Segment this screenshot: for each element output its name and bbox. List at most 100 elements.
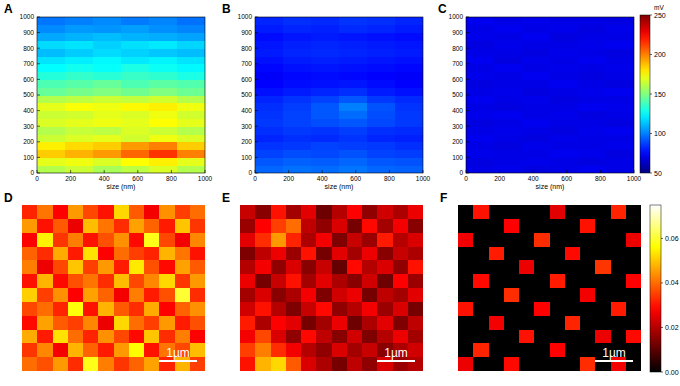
- plot-frame: [37, 17, 205, 173]
- cell: [578, 64, 607, 72]
- cell: [255, 126, 284, 134]
- cell: [159, 219, 175, 233]
- cell: [301, 330, 317, 344]
- cell: [93, 48, 122, 56]
- cell: [393, 330, 409, 344]
- cell: [466, 150, 495, 158]
- cell: [271, 357, 287, 371]
- cell: [550, 274, 566, 288]
- cell: [283, 25, 312, 33]
- cell: [37, 330, 53, 344]
- x-tick: [423, 170, 424, 173]
- x-tick-label: 600: [561, 175, 572, 182]
- cell: [494, 33, 523, 41]
- cell: [98, 247, 114, 261]
- cell: [395, 95, 423, 103]
- colorbar-tick-label: 150: [654, 91, 666, 98]
- cell: [271, 330, 287, 344]
- cell: [550, 330, 566, 344]
- cell: [301, 219, 317, 233]
- cell: [286, 233, 302, 247]
- cell: [190, 330, 205, 344]
- cell: [504, 233, 520, 247]
- cell: [37, 33, 66, 41]
- cell: [37, 79, 66, 87]
- cell: [466, 103, 495, 111]
- cell: [175, 316, 191, 330]
- cell: [149, 17, 178, 25]
- cell: [339, 103, 368, 111]
- colorbar-tick: [661, 327, 663, 328]
- x-axis-label: size (nm): [325, 183, 354, 191]
- cell: [347, 205, 363, 219]
- colorbar-tick-label: 0.06: [665, 235, 679, 242]
- cell: [37, 25, 66, 33]
- panel-4: E1µm: [222, 191, 424, 372]
- y-tick-label: 500: [452, 91, 463, 98]
- cell: [534, 288, 550, 302]
- cell: [494, 48, 523, 56]
- cell: [504, 343, 520, 357]
- cell: [504, 219, 520, 233]
- cell: [595, 302, 611, 316]
- y-tick: [255, 157, 258, 158]
- cell: [149, 40, 178, 48]
- cell: [83, 233, 99, 247]
- cell: [286, 316, 302, 330]
- cell: [522, 79, 551, 87]
- y-tick-label: 500: [23, 91, 34, 98]
- cell: [367, 79, 396, 87]
- cell: [395, 134, 423, 142]
- cell: [286, 357, 302, 371]
- cell: [395, 79, 423, 87]
- cell: [121, 72, 150, 80]
- cell: [550, 134, 579, 142]
- cell: [22, 274, 38, 288]
- x-tick-label: 800: [384, 175, 395, 182]
- cell: [37, 247, 53, 261]
- cell: [626, 302, 641, 316]
- cell: [522, 40, 551, 48]
- cell: [565, 302, 581, 316]
- cell: [311, 33, 340, 41]
- cell: [580, 274, 596, 288]
- cell: [286, 247, 302, 261]
- colorbar-tick-label: 50: [654, 170, 662, 177]
- cell: [522, 25, 551, 33]
- cell: [578, 126, 607, 134]
- cell: [286, 302, 302, 316]
- panel-5: F1µm0.000.020.040.06: [440, 191, 679, 376]
- cell: [83, 330, 99, 344]
- y-tick: [255, 95, 258, 96]
- cell: [68, 343, 84, 357]
- cell: [466, 33, 495, 41]
- cell: [240, 247, 256, 261]
- plot-frame: [255, 17, 423, 173]
- cell: [240, 330, 256, 344]
- cell: [377, 205, 393, 219]
- scale-bar: [159, 360, 197, 362]
- cell: [83, 316, 99, 330]
- cell: [177, 118, 205, 126]
- x-tick: [600, 170, 601, 173]
- cell: [458, 247, 474, 261]
- cell: [408, 357, 423, 371]
- cell: [362, 316, 378, 330]
- cell: [458, 274, 474, 288]
- cell: [65, 17, 94, 25]
- cell: [367, 142, 396, 150]
- cell: [377, 330, 393, 344]
- y-tick-label: 900: [241, 29, 252, 36]
- cell: [395, 64, 423, 72]
- cell: [339, 64, 368, 72]
- cell: [580, 219, 596, 233]
- cell: [65, 150, 94, 158]
- cell: [494, 72, 523, 80]
- cell: [458, 288, 474, 302]
- cell: [114, 260, 130, 274]
- cell: [522, 150, 551, 158]
- cell: [271, 233, 287, 247]
- y-tick: [466, 173, 469, 174]
- cell: [606, 95, 634, 103]
- cell: [121, 25, 150, 33]
